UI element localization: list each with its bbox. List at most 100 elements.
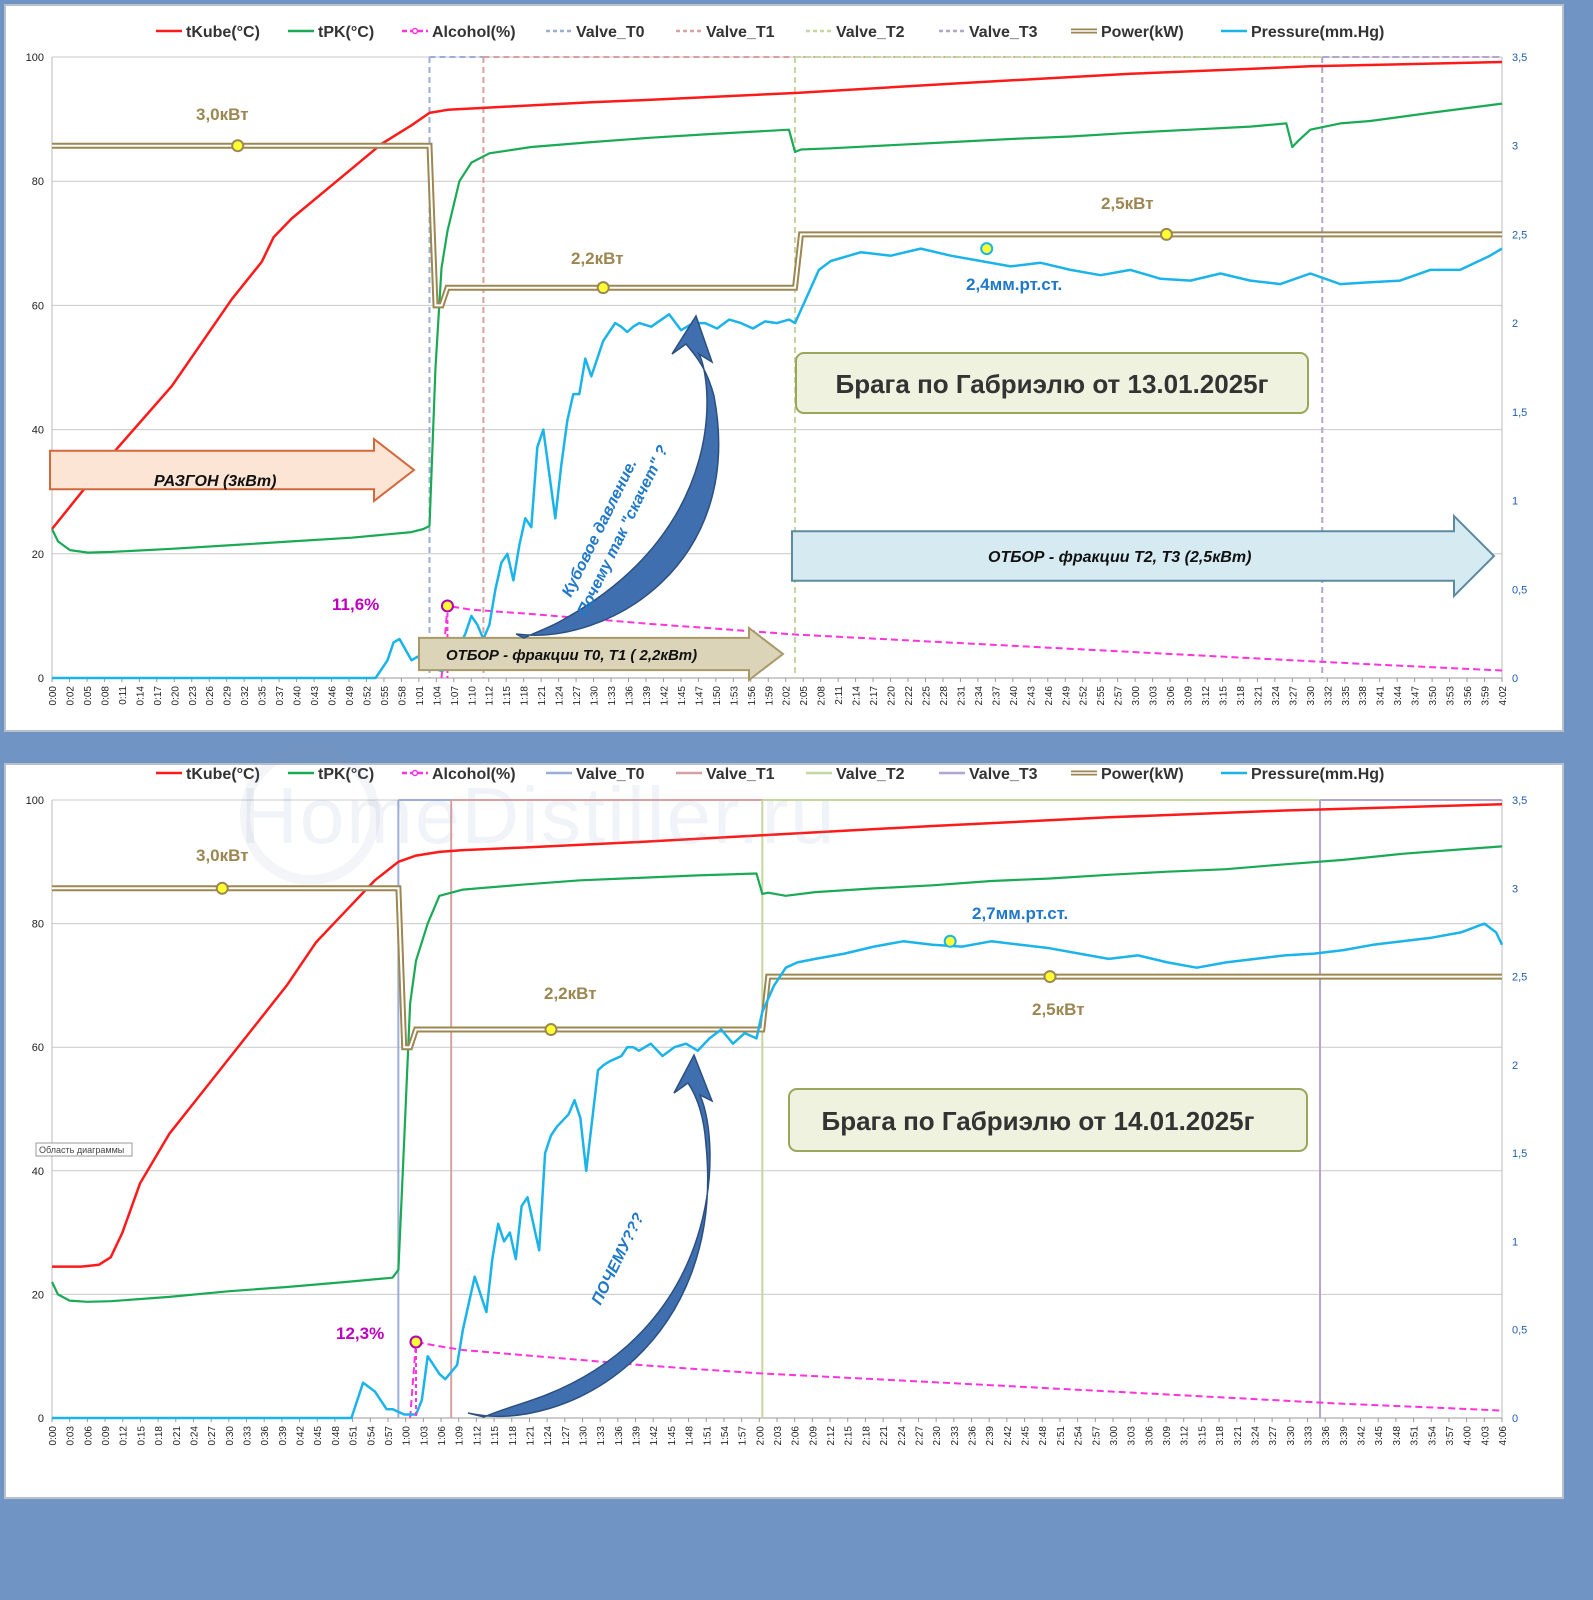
legend-item: tKube(°C) <box>156 24 260 41</box>
power-marker <box>596 281 610 295</box>
y-right-tick-label: 2 <box>1512 318 1518 330</box>
x-tick-label: 1:45 <box>667 1426 678 1446</box>
power-label-2: 2,2кВт <box>571 249 624 268</box>
x-tick-label: 2:51 <box>1056 1426 1067 1446</box>
x-tick-label: 0:23 <box>188 686 199 706</box>
x-tick-label: 0:36 <box>260 1426 271 1446</box>
legend-item: Valve_T0 <box>546 24 645 41</box>
x-tick-label: 3:47 <box>1411 686 1422 706</box>
x-tick-label: 2:46 <box>1044 686 1055 706</box>
x-tick-label: 2:42 <box>1003 1426 1014 1446</box>
series-tkubec <box>52 803 1503 1268</box>
legend-label: Valve_T2 <box>836 766 905 783</box>
x-tick-label: 1:57 <box>738 1426 749 1446</box>
y-right-tick-label: 0 <box>1512 1413 1518 1425</box>
power-label-1: 3,0кВт <box>196 105 249 124</box>
x-tick-label: 0:26 <box>205 686 216 706</box>
x-tick-label: 2:57 <box>1091 1426 1102 1446</box>
x-tick-label: 2:49 <box>1061 686 1072 706</box>
alcohol-marker <box>409 1335 423 1349</box>
y-right-tick-label: 3,5 <box>1512 52 1527 64</box>
x-tick-label: 3:54 <box>1427 1426 1438 1446</box>
x-tick-label: 3:44 <box>1393 686 1404 706</box>
x-tick-label: 3:39 <box>1339 1426 1350 1446</box>
x-tick-label: 3:12 <box>1201 686 1212 706</box>
power-label-3: 2,5кВт <box>1101 194 1154 213</box>
x-tick-label: 2:54 <box>1074 1426 1085 1446</box>
x-tick-label: 0:48 <box>331 1426 342 1446</box>
chart-panel-top[interactable]: tKube(°C) tPK(°C) Alcohol(%) Valve_T0 Valve_… <box>4 4 1564 732</box>
x-tick-label: 2:20 <box>887 686 898 706</box>
x-tick-label: 0:37 <box>275 686 286 706</box>
x-tick-label: 0:32 <box>240 686 251 706</box>
x-tick-label: 0:39 <box>278 1426 289 1446</box>
x-tick-label: 3:56 <box>1463 686 1474 706</box>
power-label-2: 2,2кВт <box>544 984 597 1003</box>
y-left-tick-label: 0 <box>38 673 44 685</box>
chart-panel-bottom[interactable]: tKube(°C) tPK(°C) Alcohol(%) Valve_T0 Valve_… <box>4 763 1564 1499</box>
title-box-label: Брага по Габриэлю от 13.01.2025г <box>836 369 1269 399</box>
x-tick-label: 3:03 <box>1149 686 1160 706</box>
x-tick-label: 0:05 <box>83 686 94 706</box>
legend-item: Valve_T0 <box>546 766 645 783</box>
x-tick-label: 3:42 <box>1357 1426 1368 1446</box>
pressure-marker <box>980 242 994 256</box>
x-tick-label: 2:27 <box>914 1426 925 1446</box>
x-tick-label: 0:35 <box>258 686 269 706</box>
x-tick-label: 3:18 <box>1215 1426 1226 1446</box>
x-tick-label: 2:52 <box>1079 686 1090 706</box>
x-tick-label: 3:35 <box>1341 686 1352 706</box>
x-tick-label: 4:06 <box>1498 1426 1509 1446</box>
x-tick-label: 3:27 <box>1268 1426 1279 1446</box>
x-tick-label: 3:41 <box>1376 686 1387 706</box>
y-right-tick-label: 3 <box>1512 883 1518 895</box>
x-tick-label: 0:42 <box>296 1426 307 1446</box>
x-tick-label: 2:12 <box>826 1426 837 1446</box>
x-tick-label: 0:45 <box>313 1426 324 1446</box>
x-tick-label: 3:00 <box>1131 686 1142 706</box>
x-tick-label: 3:21 <box>1233 1426 1244 1446</box>
x-tick-label: 0:43 <box>310 686 321 706</box>
x-tick-label: 3:48 <box>1392 1426 1403 1446</box>
pressure-marker <box>943 934 957 948</box>
x-tick-label: 0:40 <box>293 686 304 706</box>
pressure-label: 2,4мм.рт.ст. <box>966 275 1062 294</box>
legend-item: Alcohol(%) <box>402 766 516 783</box>
x-tick-label: 2:06 <box>791 1426 802 1446</box>
series-power-inner <box>52 887 1502 1049</box>
x-tick-label: 2:43 <box>1026 686 1037 706</box>
x-tick-label: 0:03 <box>66 1426 77 1446</box>
x-tick-label: 1:53 <box>729 686 740 706</box>
x-tick-label: 3:06 <box>1144 1426 1155 1446</box>
x-tick-label: 3:03 <box>1127 1426 1138 1446</box>
x-tick-label: 0:57 <box>384 1426 395 1446</box>
pressure-label: 2,7мм.рт.ст. <box>972 904 1068 923</box>
x-tick-label: 2:11 <box>834 686 845 705</box>
series-pressuremmhg <box>52 922 1504 1420</box>
x-tick-label: 0:00 <box>48 1426 59 1446</box>
y-left-tick-label: 100 <box>26 795 44 807</box>
x-tick-label: 3:09 <box>1184 686 1195 706</box>
curved-arrow-icon <box>467 1053 714 1418</box>
chart-bottom-svg: tKube(°C) tPK(°C) Alcohol(%) Valve_T0 Valve_… <box>26 766 1528 1446</box>
x-tick-label: 0:14 <box>135 686 146 706</box>
x-tick-label: 3:45 <box>1374 1426 1385 1446</box>
y-right-tick-label: 0 <box>1512 673 1518 685</box>
x-tick-label: 0:09 <box>101 1426 112 1446</box>
x-tick-label: 0:52 <box>362 686 373 706</box>
legend-item: tKube(°C) <box>156 766 260 783</box>
x-tick-label: 3:32 <box>1323 686 1334 706</box>
x-tick-label: 0:18 <box>154 1426 165 1446</box>
series-power-inner <box>52 144 1502 307</box>
legend-label: Alcohol(%) <box>432 24 516 41</box>
legend-item: tPK(°C) <box>288 24 374 41</box>
x-tick-label: 2:57 <box>1114 686 1125 706</box>
x-tick-label: 2:40 <box>1009 686 1020 706</box>
x-tick-label: 0:54 <box>366 1426 377 1446</box>
title-box-label: Брага по Габриэлю от 14.01.2025г <box>822 1106 1255 1136</box>
x-tick-label: 3:00 <box>1109 1426 1120 1446</box>
x-tick-label: 2:17 <box>869 686 880 706</box>
x-tick-label: 1:01 <box>415 686 426 706</box>
legend-label: tPK(°C) <box>318 24 374 41</box>
legend-item: tPK(°C) <box>288 766 374 783</box>
